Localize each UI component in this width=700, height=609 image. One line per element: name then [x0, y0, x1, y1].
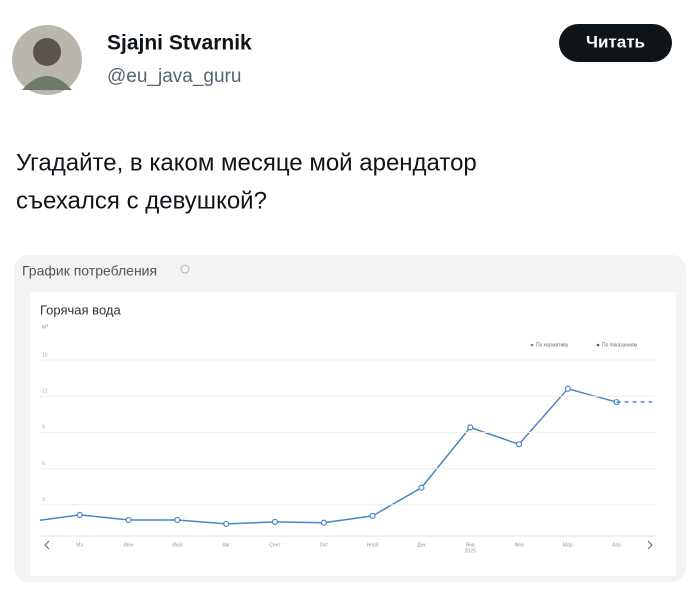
tweet-text: Угадайте, в каком месяце мой арендатор — [16, 149, 477, 176]
prev-arrow[interactable] — [44, 540, 50, 550]
follow-button[interactable] — [559, 24, 672, 62]
data-point — [515, 441, 523, 448]
next-arrow[interactable] — [647, 540, 653, 550]
x-tick-label: Ма — [76, 542, 83, 548]
x-tick-label: Янв — [466, 542, 475, 548]
legend-label: По показаниям — [602, 342, 638, 348]
user-handle[interactable]: @eu_java_guru — [107, 66, 241, 87]
x-tick-label: Фев — [514, 542, 524, 548]
data-point — [125, 516, 132, 524]
data-point — [174, 516, 181, 524]
x-tick-label: Окт — [320, 542, 329, 548]
y-tick-label: 3 — [42, 497, 45, 503]
x-tick-label: Дек — [417, 542, 426, 548]
plot — [40, 385, 652, 528]
user-name[interactable]: Sjajni Stvarnik — [107, 32, 252, 55]
plot-panel — [30, 292, 676, 576]
legend-dot — [530, 343, 534, 347]
tweet-text: съехался с девушкой? — [16, 187, 267, 214]
data-point — [564, 385, 571, 392]
chart-title: Горячая вода — [40, 302, 121, 317]
y-tick-label: 9 — [42, 425, 45, 431]
data-point — [418, 484, 425, 491]
y-unit: м³ — [42, 325, 48, 331]
y-tick-label: 15 — [42, 352, 48, 358]
avatar-face — [33, 38, 61, 66]
x-tick-label: Сент — [269, 542, 281, 548]
data-point — [223, 520, 230, 528]
legend-label: По нормативу — [536, 342, 569, 348]
avatar-body — [22, 76, 72, 90]
data-point — [369, 512, 376, 519]
info-icon[interactable] — [180, 264, 190, 274]
x-tick-label: Июн — [124, 542, 134, 548]
x-tick-label: Нояб — [367, 542, 379, 548]
follow-button-label[interactable]: Читать — [586, 32, 645, 51]
data-point — [271, 518, 279, 525]
x-tick-label: Апр — [612, 542, 621, 548]
x-tick-sublabel: 2025 — [465, 548, 476, 554]
data-point — [320, 519, 327, 526]
card-title: График потребления — [22, 263, 157, 279]
x-tick-label: Мар — [563, 542, 573, 548]
data-point — [467, 424, 474, 431]
y-tick-label: 12 — [42, 389, 48, 395]
x-tick-label: Авг — [222, 542, 230, 548]
y-tick-label: 6 — [42, 461, 45, 467]
x-tick-label: Июл — [172, 542, 182, 548]
data-point — [76, 511, 83, 518]
legend-dot — [596, 343, 600, 347]
